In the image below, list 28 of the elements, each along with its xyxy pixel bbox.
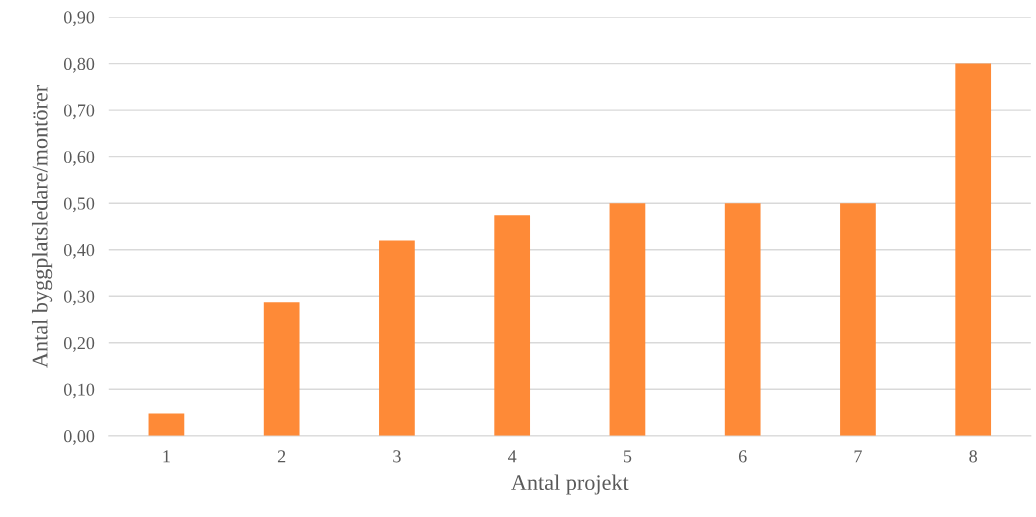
- y-tick-label: 0,50: [63, 197, 95, 213]
- bar: [148, 413, 185, 436]
- y-tick-label: 0,30: [63, 290, 95, 306]
- bar: [955, 63, 992, 436]
- x-tick-label: 5: [623, 450, 632, 463]
- bar: [379, 240, 415, 436]
- y-tick-label: 0,40: [63, 243, 95, 259]
- y-tick-label: 0,60: [63, 150, 95, 166]
- bar: [263, 302, 300, 436]
- x-tick-label: 3: [393, 450, 401, 463]
- x-tick-label: 7: [854, 450, 862, 463]
- y-tick-label: 0,80: [63, 57, 95, 73]
- y-tick-label: 0,90: [63, 11, 95, 27]
- y-tick-label: 0,20: [63, 337, 95, 352]
- y-axis-title: Antal byggplatsledare/montörer: [31, 85, 53, 368]
- x-axis-title: Antal projekt: [511, 474, 629, 495]
- x-tick-label: 4: [508, 450, 517, 463]
- bar: [609, 203, 646, 436]
- x-tick-label: 1: [163, 450, 170, 463]
- y-tick-label: 0,10: [63, 383, 95, 399]
- x-tick-label: 8: [969, 450, 978, 463]
- bar: [724, 203, 761, 436]
- x-tick-label: 6: [738, 450, 747, 463]
- bar: [840, 203, 876, 436]
- y-tick-label: 0,70: [63, 104, 95, 120]
- bar: [494, 215, 531, 436]
- x-tick-label: 2: [277, 450, 286, 463]
- y-tick-label: 0,00: [63, 430, 95, 445]
